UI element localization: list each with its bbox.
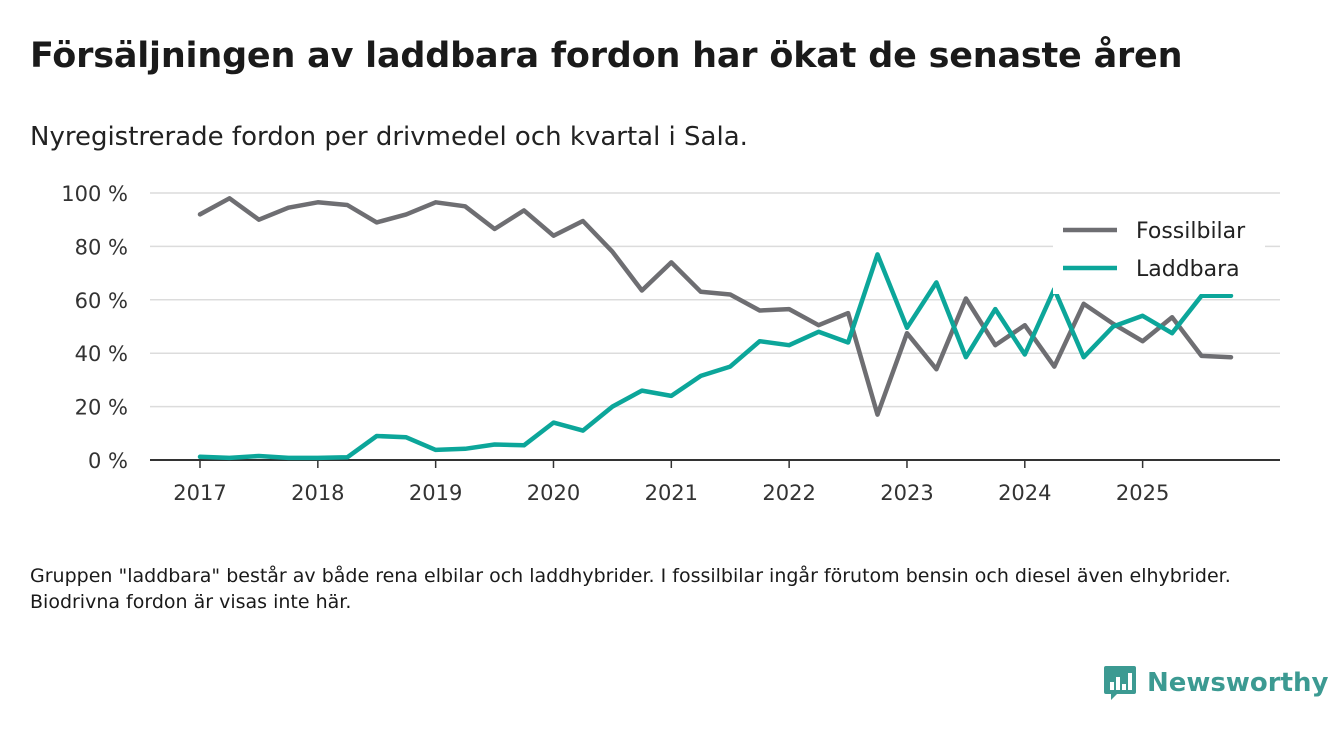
y-tick-label: 40 % bbox=[75, 342, 128, 366]
series-line-fossilbilar bbox=[197, 196, 1234, 417]
series-lines bbox=[197, 196, 1234, 461]
legend-label: Laddbara bbox=[1136, 257, 1240, 282]
y-tick-label: 100 % bbox=[61, 182, 128, 206]
chart-subtitle: Nyregistrerade fordon per drivmedel och … bbox=[30, 122, 748, 152]
y-tick-label: 0 % bbox=[88, 449, 128, 473]
y-tick-label: 60 % bbox=[75, 289, 128, 313]
y-tick-label: 80 % bbox=[75, 235, 128, 259]
y-tick-label: 20 % bbox=[75, 396, 128, 420]
page-title: Försäljningen av laddbara fordon har öka… bbox=[30, 36, 1183, 76]
newsworthy-logo-icon bbox=[1104, 666, 1136, 700]
footnote: Gruppen "laddbara" består av både rena e… bbox=[30, 565, 1231, 613]
series-line-laddbara bbox=[197, 252, 1234, 461]
x-tick-label: 2024 bbox=[998, 481, 1051, 505]
x-tick-label: 2025 bbox=[1116, 481, 1169, 505]
x-tick-label: 2019 bbox=[409, 481, 462, 505]
x-tick-label: 2021 bbox=[645, 481, 698, 505]
x-tick-label: 2022 bbox=[762, 481, 815, 505]
brand-name: Newsworthy bbox=[1147, 668, 1329, 698]
legend: Fossilbilar Laddbara bbox=[1053, 212, 1265, 294]
x-tick-label: 2018 bbox=[291, 481, 344, 505]
x-tick-label: 2017 bbox=[173, 481, 226, 505]
legend-background bbox=[1053, 212, 1265, 294]
x-axis: 2017 2018 2019 2020 2021 2022 2023 2024 2025 bbox=[150, 459, 1280, 505]
x-tick-label: 2020 bbox=[527, 481, 580, 505]
legend-label: Fossilbilar bbox=[1136, 219, 1246, 244]
brand-logo[interactable]: Newsworthy bbox=[1103, 663, 1328, 703]
x-tick-label: 2023 bbox=[880, 481, 933, 505]
line-chart: 0 % 20 % 40 % 60 % 80 % 100 % 2017 2018 2019 202… bbox=[61, 182, 1280, 505]
y-axis-ticks: 0 % 20 % 40 % 60 % 80 % 100 % bbox=[61, 182, 128, 473]
